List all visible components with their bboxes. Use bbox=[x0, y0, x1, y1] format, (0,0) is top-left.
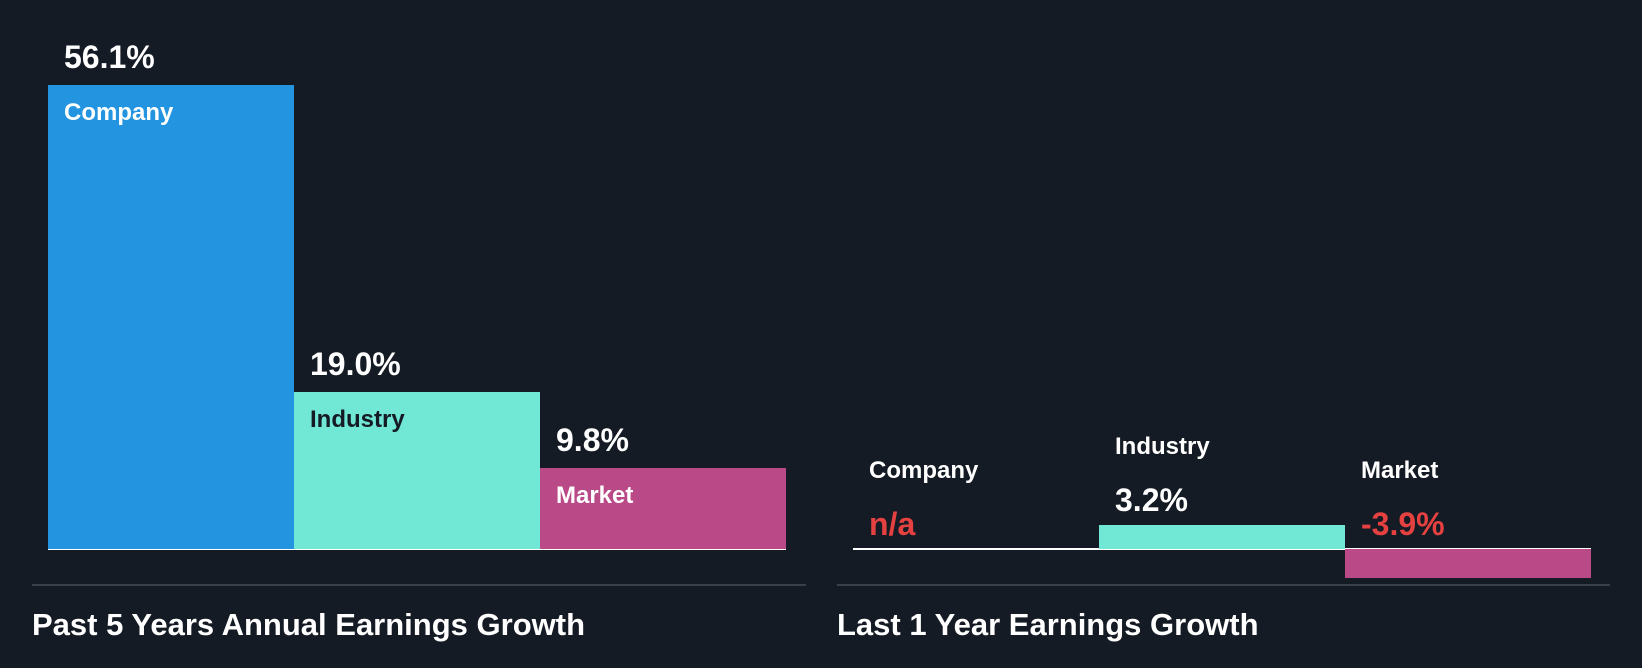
panel-1-value-industry: 19.0% bbox=[310, 345, 401, 382]
panel-1-value-market: 9.8% bbox=[556, 421, 629, 458]
panel-1-bar-market bbox=[540, 467, 786, 549]
panel-1-divider bbox=[32, 584, 806, 586]
panel-2-value-industry: 3.2% bbox=[1115, 482, 1188, 518]
panel-1-category-market: Market bbox=[556, 481, 634, 509]
panel-1-baseline bbox=[48, 548, 786, 550]
panel-2-category-market: Market bbox=[1361, 457, 1439, 484]
panel-2-category-company: Company bbox=[869, 457, 979, 484]
panel-2-bar-industry bbox=[1099, 525, 1345, 549]
panel-2-value-market: -3.9% bbox=[1361, 506, 1445, 542]
panel-2-value-company: n/a bbox=[869, 506, 916, 542]
panel-2-baseline bbox=[853, 548, 1591, 550]
panel-2-divider bbox=[837, 584, 1610, 586]
panel-2-bar-market bbox=[1345, 549, 1591, 579]
panel-1-category-company: Company bbox=[64, 99, 174, 126]
panel-1-category-industry: Industry bbox=[310, 405, 405, 433]
panel-1-value-company: 56.1% bbox=[64, 39, 155, 75]
panel-1-bar-industry bbox=[294, 391, 540, 549]
panel-1-title: Past 5 Years Annual Earnings Growth bbox=[32, 607, 586, 642]
panel-1-bar-company bbox=[48, 85, 294, 549]
panel-2-category-industry: Industry bbox=[1115, 433, 1210, 460]
panel-2-title: Last 1 Year Earnings Growth bbox=[837, 607, 1259, 642]
